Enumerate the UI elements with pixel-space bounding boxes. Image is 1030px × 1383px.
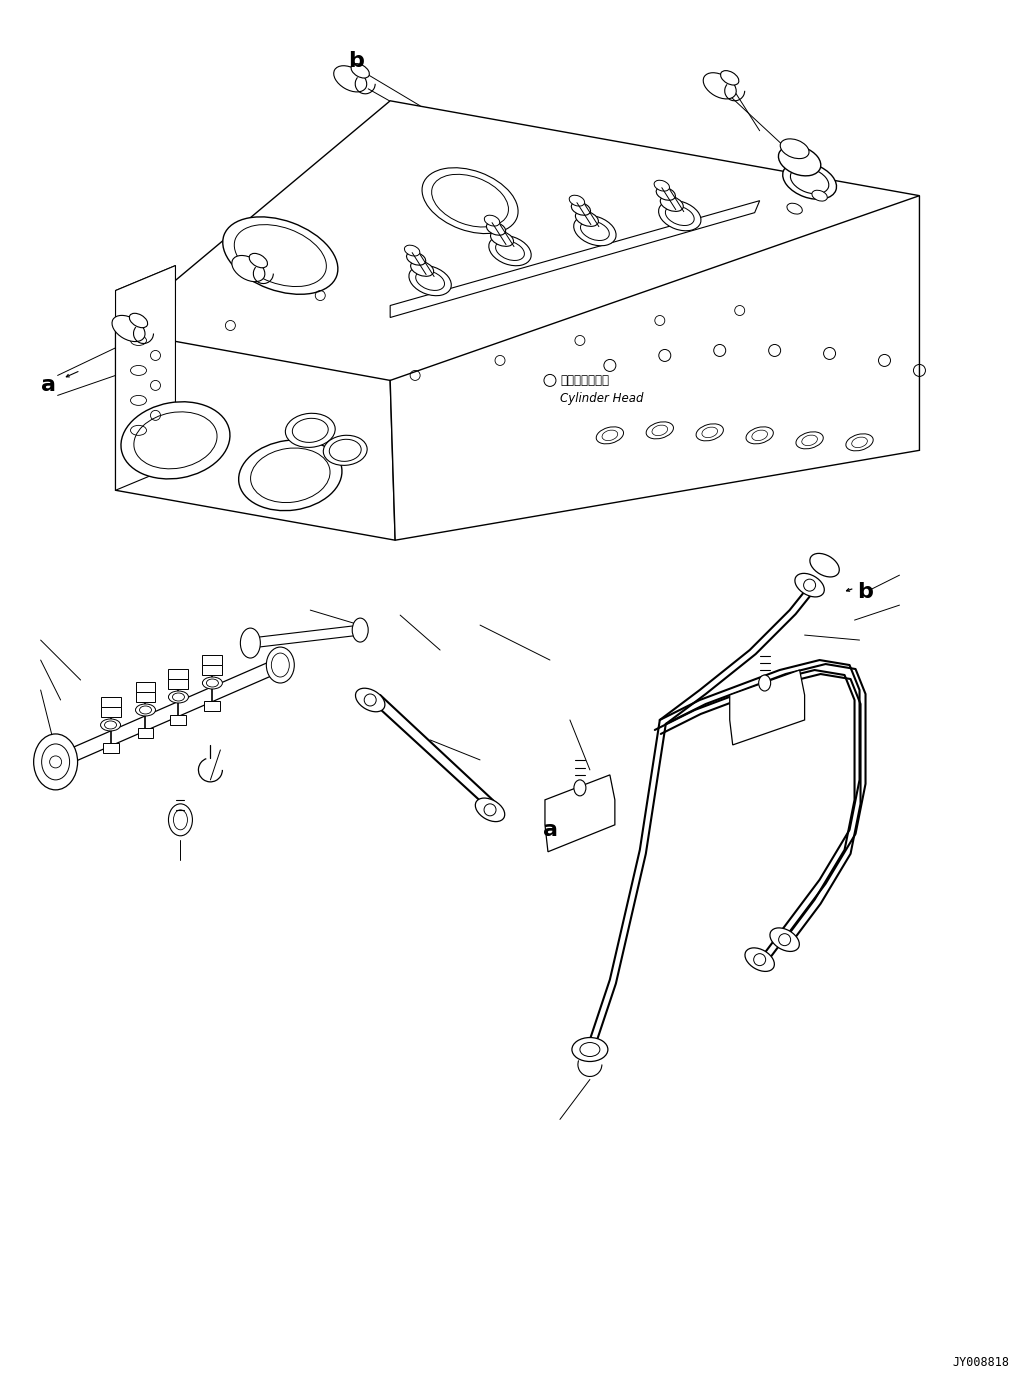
Polygon shape bbox=[136, 692, 156, 703]
Ellipse shape bbox=[779, 145, 821, 176]
Ellipse shape bbox=[34, 734, 77, 790]
Text: a: a bbox=[543, 820, 558, 839]
Polygon shape bbox=[103, 743, 118, 752]
Ellipse shape bbox=[787, 203, 802, 214]
Text: Cylinder Head: Cylinder Head bbox=[560, 391, 644, 405]
Ellipse shape bbox=[173, 810, 187, 830]
Polygon shape bbox=[169, 679, 188, 689]
Ellipse shape bbox=[745, 947, 775, 971]
Polygon shape bbox=[101, 707, 121, 716]
Ellipse shape bbox=[355, 689, 385, 712]
Ellipse shape bbox=[411, 261, 434, 277]
Polygon shape bbox=[115, 266, 175, 490]
Ellipse shape bbox=[232, 256, 265, 282]
Ellipse shape bbox=[721, 71, 739, 84]
Ellipse shape bbox=[780, 138, 809, 159]
Ellipse shape bbox=[407, 252, 425, 266]
Ellipse shape bbox=[486, 223, 506, 235]
Ellipse shape bbox=[240, 628, 261, 658]
Ellipse shape bbox=[812, 191, 827, 201]
Ellipse shape bbox=[169, 692, 188, 703]
Ellipse shape bbox=[759, 675, 770, 692]
Ellipse shape bbox=[249, 253, 268, 268]
Ellipse shape bbox=[574, 780, 586, 795]
Polygon shape bbox=[115, 266, 175, 331]
Ellipse shape bbox=[239, 440, 342, 510]
Text: シリンダヘッド: シリンダヘッド bbox=[560, 373, 609, 387]
Polygon shape bbox=[390, 195, 920, 541]
Ellipse shape bbox=[656, 187, 676, 201]
Ellipse shape bbox=[112, 315, 145, 342]
Ellipse shape bbox=[703, 73, 736, 100]
Ellipse shape bbox=[769, 928, 799, 952]
Ellipse shape bbox=[484, 216, 500, 225]
Ellipse shape bbox=[405, 245, 420, 256]
Ellipse shape bbox=[574, 216, 616, 246]
Text: b: b bbox=[348, 51, 364, 71]
Ellipse shape bbox=[795, 574, 824, 597]
Ellipse shape bbox=[334, 66, 367, 91]
Ellipse shape bbox=[572, 1037, 608, 1062]
Polygon shape bbox=[169, 669, 188, 679]
Ellipse shape bbox=[351, 64, 370, 77]
Ellipse shape bbox=[783, 162, 836, 199]
Polygon shape bbox=[115, 331, 396, 541]
Ellipse shape bbox=[101, 719, 121, 732]
Polygon shape bbox=[729, 669, 804, 745]
Ellipse shape bbox=[267, 647, 295, 683]
Text: b: b bbox=[858, 582, 873, 602]
Ellipse shape bbox=[352, 618, 368, 642]
Polygon shape bbox=[203, 665, 222, 675]
Ellipse shape bbox=[409, 266, 451, 296]
Polygon shape bbox=[171, 715, 186, 725]
Ellipse shape bbox=[475, 798, 505, 822]
Ellipse shape bbox=[130, 314, 147, 328]
Ellipse shape bbox=[222, 217, 338, 295]
Text: a: a bbox=[40, 375, 56, 396]
Ellipse shape bbox=[576, 210, 598, 227]
Ellipse shape bbox=[422, 167, 518, 234]
Ellipse shape bbox=[489, 235, 531, 266]
Ellipse shape bbox=[572, 202, 590, 216]
Ellipse shape bbox=[121, 402, 230, 479]
Text: JY008818: JY008818 bbox=[953, 1357, 1009, 1369]
Ellipse shape bbox=[136, 704, 156, 716]
Ellipse shape bbox=[285, 414, 335, 448]
Polygon shape bbox=[390, 201, 760, 318]
Polygon shape bbox=[136, 682, 156, 692]
Polygon shape bbox=[203, 656, 222, 665]
Polygon shape bbox=[545, 774, 615, 852]
Polygon shape bbox=[115, 101, 920, 436]
Ellipse shape bbox=[658, 201, 701, 231]
Ellipse shape bbox=[660, 196, 683, 212]
Polygon shape bbox=[138, 727, 153, 739]
Polygon shape bbox=[56, 657, 280, 770]
Ellipse shape bbox=[570, 195, 585, 206]
Ellipse shape bbox=[323, 436, 367, 465]
Ellipse shape bbox=[169, 804, 193, 835]
Polygon shape bbox=[101, 697, 121, 707]
Ellipse shape bbox=[203, 678, 222, 689]
Ellipse shape bbox=[490, 231, 514, 246]
Polygon shape bbox=[204, 701, 220, 711]
Ellipse shape bbox=[810, 553, 839, 577]
Ellipse shape bbox=[654, 180, 670, 191]
